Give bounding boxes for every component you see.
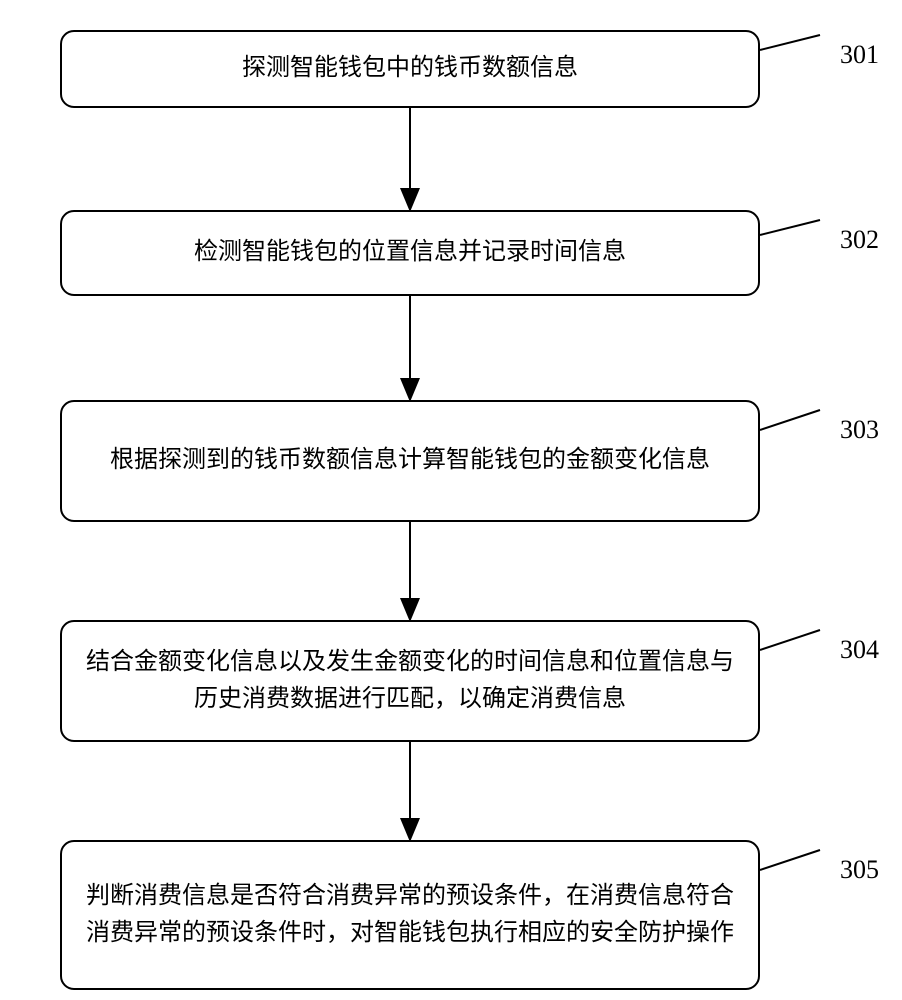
flowchart-canvas: 探测智能钱包中的钱币数额信息 301 检测智能钱包的位置信息并记录时间信息 30… xyxy=(0,0,902,1000)
leader-302 xyxy=(760,220,820,235)
flow-node-305: 判断消费信息是否符合消费异常的预设条件，在消费信息符合消费异常的预设条件时，对智… xyxy=(60,840,760,990)
flow-node-304: 结合金额变化信息以及发生金额变化的时间信息和位置信息与历史消费数据进行匹配，以确… xyxy=(60,620,760,742)
flow-label-302: 302 xyxy=(840,225,879,255)
flow-label-304: 304 xyxy=(840,635,879,665)
leader-304 xyxy=(760,630,820,650)
flow-node-text: 检测智能钱包的位置信息并记录时间信息 xyxy=(194,234,626,271)
leader-301 xyxy=(760,35,820,50)
leader-305 xyxy=(760,850,820,870)
flow-label-305: 305 xyxy=(840,855,879,885)
flow-node-302: 检测智能钱包的位置信息并记录时间信息 xyxy=(60,210,760,296)
flow-node-text: 根据探测到的钱币数额信息计算智能钱包的金额变化信息 xyxy=(110,442,710,479)
flow-node-text: 结合金额变化信息以及发生金额变化的时间信息和位置信息与历史消费数据进行匹配，以确… xyxy=(80,644,740,718)
leader-303 xyxy=(760,410,820,430)
flow-node-text: 探测智能钱包中的钱币数额信息 xyxy=(242,50,578,87)
flow-node-303: 根据探测到的钱币数额信息计算智能钱包的金额变化信息 xyxy=(60,400,760,522)
flow-node-301: 探测智能钱包中的钱币数额信息 xyxy=(60,30,760,108)
flow-label-303: 303 xyxy=(840,415,879,445)
flow-label-301: 301 xyxy=(840,40,879,70)
flow-node-text: 判断消费信息是否符合消费异常的预设条件，在消费信息符合消费异常的预设条件时，对智… xyxy=(80,878,740,952)
